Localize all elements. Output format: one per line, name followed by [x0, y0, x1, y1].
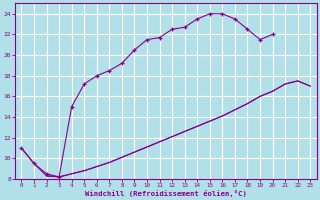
X-axis label: Windchill (Refroidissement éolien,°C): Windchill (Refroidissement éolien,°C)	[85, 190, 247, 197]
